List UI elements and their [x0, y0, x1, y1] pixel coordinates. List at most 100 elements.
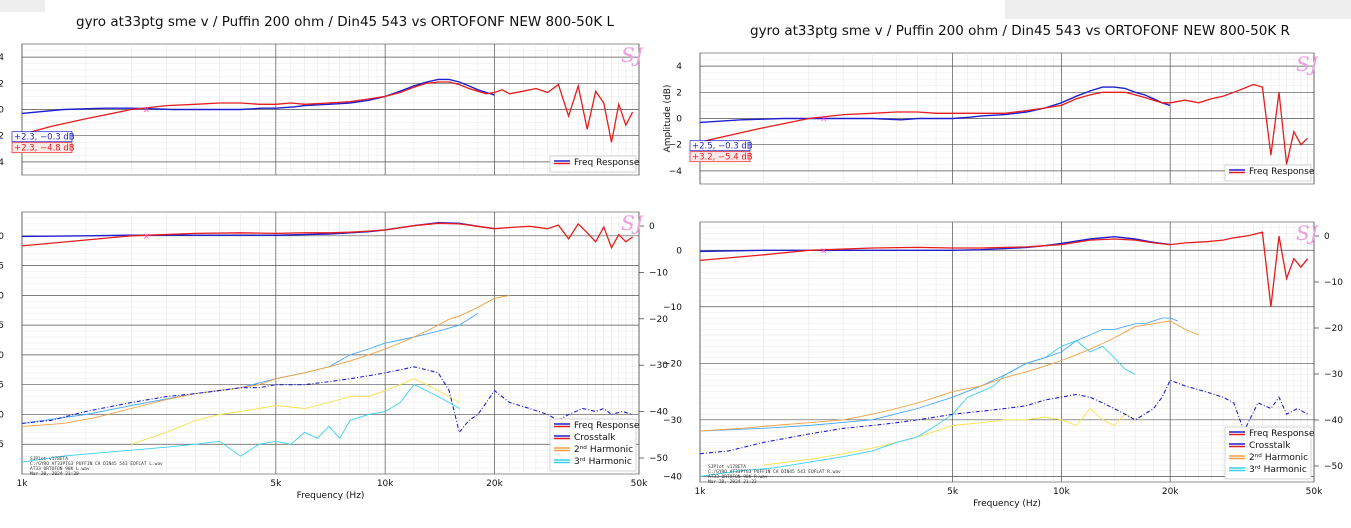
y-tick-label: −40	[663, 472, 682, 482]
series-line-crosstalk	[700, 379, 1308, 455]
legend-label: 3ʳᵈ Harmonic	[574, 457, 632, 467]
x-tick-label: 50k	[631, 479, 648, 489]
corner-box	[0, 0, 45, 12]
plot-panel: 0 −5 −10 −15 −20 −25 −30 −35 1k 5k 10k 20k 50k 0 −10 −2…	[0, 211, 668, 501]
y-tick-label: −30	[663, 416, 682, 426]
y2-tick-label: −30	[649, 361, 668, 371]
sj-logo: SJ	[621, 43, 644, 67]
series-line-crosstalk	[22, 366, 633, 434]
plot-svg-left: 4 2 0 −2 −4 × SJ +2.3, −0.3 dB+2.3, −4.8 dB Freq…	[0, 43, 668, 501]
y2-tick-label: −50	[1324, 462, 1343, 472]
y-tick-label: −35	[0, 440, 4, 450]
y-tick-label: −25	[0, 381, 4, 391]
annotation-box	[689, 140, 751, 152]
y-tick-label: −4	[0, 158, 4, 168]
corner-box	[1005, 0, 1351, 19]
x-tick-label: 20k	[1162, 487, 1179, 497]
x-tick-label: 20k	[486, 479, 503, 489]
y-axis-label: Amplitude (dB)	[663, 85, 673, 153]
y-tick-label: −4	[669, 167, 683, 177]
series-line-extra	[700, 317, 1178, 432]
y-tick-label: −2	[0, 132, 4, 142]
y-tick-label: 4	[676, 62, 682, 72]
x-tick-label: 1k	[695, 487, 707, 497]
x-tick-label: 50k	[1306, 487, 1323, 497]
series-line-red	[700, 231, 1309, 307]
legend-box	[549, 155, 637, 173]
footer-text: C:/GYRO AT33PTG3 PUFFIN CA DIN45 543 EQF…	[708, 469, 841, 475]
legend-label: Freq Response	[574, 158, 640, 168]
plot-panel: 0 −10 −20 −30 −40 1k 5k 10k 20k 50k 0 −10 −20 −30 −40 −…	[663, 221, 1343, 509]
footer-text: SJPlot v178ETA	[30, 456, 68, 462]
y2-tick-label: −40	[1324, 416, 1343, 426]
annotation-box	[11, 131, 73, 143]
series-line-h3b	[131, 378, 460, 445]
y-tick-label: 0	[676, 246, 682, 256]
series-line-h3	[22, 384, 460, 463]
y-tick-label: −10	[663, 303, 682, 313]
y-tick-label: 0	[676, 115, 682, 125]
annotation-label: +2.3, −4.8 dB	[14, 144, 75, 154]
figure-right-channel: gyro at33ptg sme v / Puffin 200 ohm / Di…	[663, 0, 1351, 528]
legend-label: Freq Response	[1249, 167, 1315, 177]
footer-text: AT33 ORTOFON 90K L.wav	[30, 466, 90, 472]
series-line-blue	[700, 235, 1171, 253]
series-line-blue	[700, 86, 1171, 124]
x-tick-label: 1k	[17, 479, 29, 489]
x-tick-label: 5k	[270, 479, 282, 489]
series-line-red	[700, 83, 1309, 165]
legend-label: 3ʳᵈ Harmonic	[1249, 465, 1307, 475]
y-tick-label: −10	[0, 291, 4, 301]
footer-text: Mar 20, 2024 21:22	[708, 479, 757, 485]
sj-logo: SJ	[621, 211, 644, 235]
series-line-red	[22, 81, 634, 143]
chart-title: gyro at33ptg sme v / Puffin 200 ohm / Di…	[76, 14, 614, 30]
annotation-box	[11, 142, 73, 154]
legend-label: Crosstalk	[574, 433, 616, 443]
annotation-box	[689, 151, 751, 163]
y2-tick-label: −30	[1324, 370, 1343, 380]
reference-marker: ×	[143, 232, 150, 242]
x-tick-label: 5k	[947, 487, 959, 497]
series-line-h2	[22, 294, 510, 427]
footer-text: Mar 20, 2024 21:20	[30, 471, 79, 477]
series-group	[22, 78, 634, 143]
legend-label: Freq Response	[574, 421, 640, 431]
series-line-h3	[700, 340, 1136, 477]
y2-tick-label: −20	[649, 315, 668, 325]
sj-logo: SJ	[1296, 221, 1319, 245]
series-group	[22, 221, 633, 463]
y-tick-label: 2	[0, 79, 4, 89]
reference-marker: ×	[143, 106, 150, 116]
legend-label: Freq Response	[1249, 429, 1315, 439]
y-tick-label: −15	[0, 321, 4, 331]
series-group	[700, 83, 1309, 165]
footer-text: C:/GYRO AT33PTG3 PUFFIN CA DIN45 543 EQF…	[30, 461, 163, 467]
legend-label: 2ⁿᵈ Harmonic	[1249, 453, 1308, 463]
y-tick-label: −30	[0, 410, 4, 420]
series-line-red	[22, 222, 633, 250]
sj-logo: SJ	[1296, 52, 1319, 76]
chart-title: gyro at33ptg sme v / Puffin 200 ohm / Di…	[750, 23, 1290, 39]
y2-tick-label: 0	[1324, 232, 1330, 242]
footer-text: AT33 ORTOFON 90K R.wav	[708, 474, 768, 480]
x-axis-label: Frequency (Hz)	[297, 491, 365, 501]
reference-marker: ×	[820, 115, 827, 125]
y-tick-label: 2	[676, 88, 682, 98]
annotation-label: +2.3, −0.3 dB	[14, 133, 75, 143]
y2-tick-label: −10	[649, 268, 668, 278]
footer-text: SJPlot v178ETA	[708, 464, 746, 470]
plot-panel: 4 2 0 −2 −4 × SJ +2.3, −0.3 dB+2.3, −4.8 dB Freq…	[0, 43, 644, 176]
y-tick-label: 0	[0, 106, 4, 116]
y-tick-label: −20	[0, 351, 4, 361]
legend-label: 2ⁿᵈ Harmonic	[574, 445, 633, 455]
y2-tick-label: −20	[1324, 324, 1343, 334]
x-tick-label: 10k	[1053, 487, 1070, 497]
reference-marker: ×	[820, 246, 827, 256]
y2-tick-label: −50	[649, 454, 668, 464]
series-line-h3b	[763, 407, 1136, 466]
legend-box	[1224, 164, 1312, 182]
figure-left-channel: gyro at33ptg sme v / Puffin 200 ohm / Di…	[0, 0, 668, 528]
annotation-label: +3.2, −5.4 dB	[692, 153, 753, 163]
plot-panel: 4 2 0 −2 −4 × SJ +2.5, −0.3 dB+3.2, −5.4 dB Freq…	[663, 52, 1319, 185]
